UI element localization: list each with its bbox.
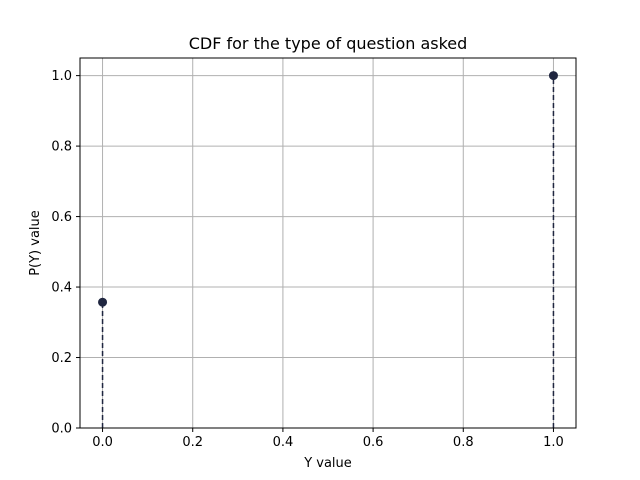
ticks: 0.0 0.2 0.4 0.6 0.8 1.0 0.0 0.2 0.4 0.6 0.8 1.0 [51,69,563,450]
stems [101,75,555,428]
data-point [98,297,108,307]
y-tick-label: 0.4 [51,281,72,296]
x-axis-label: Y value [303,456,352,471]
axes-frame [79,57,577,429]
y-tick-label: 1.0 [51,69,72,84]
y-tick-label: 0.0 [51,422,72,437]
y-tick-label: 0.6 [51,210,72,225]
y-tick-label: 0.2 [51,351,72,366]
x-tick-label: 0.6 [363,435,384,450]
data-point [548,71,558,81]
y-axis-label: P(Y) value [28,210,43,276]
x-tick-label: 0.0 [92,435,113,450]
x-tick-label: 0.8 [453,435,474,450]
x-tick-label: 0.4 [273,435,294,450]
chart-title: CDF for the type of question asked [189,34,468,53]
y-tick-label: 0.8 [51,140,72,155]
x-tick-label: 0.2 [182,435,203,450]
x-tick-label: 1.0 [543,435,564,450]
markers [98,71,558,307]
